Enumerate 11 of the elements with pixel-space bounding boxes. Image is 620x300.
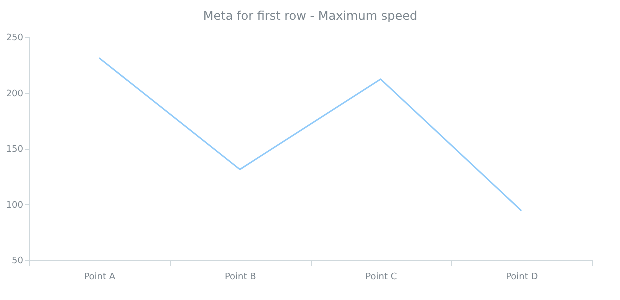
x-tick-label: Point A xyxy=(84,272,116,282)
y-tick-label: 50 xyxy=(12,256,24,266)
x-tick-label: Point B xyxy=(224,272,256,282)
y-tick-label: 100 xyxy=(6,200,24,211)
y-tick-label: 200 xyxy=(6,89,24,100)
chart-title: Meta for first row - Maximum speed xyxy=(203,9,418,23)
x-tick-label: Point C xyxy=(366,272,398,282)
x-tick-label: Point D xyxy=(506,272,538,282)
line-series xyxy=(98,57,522,212)
y-tick-label: 250 xyxy=(6,34,24,44)
y-tick-label: 150 xyxy=(6,145,24,155)
